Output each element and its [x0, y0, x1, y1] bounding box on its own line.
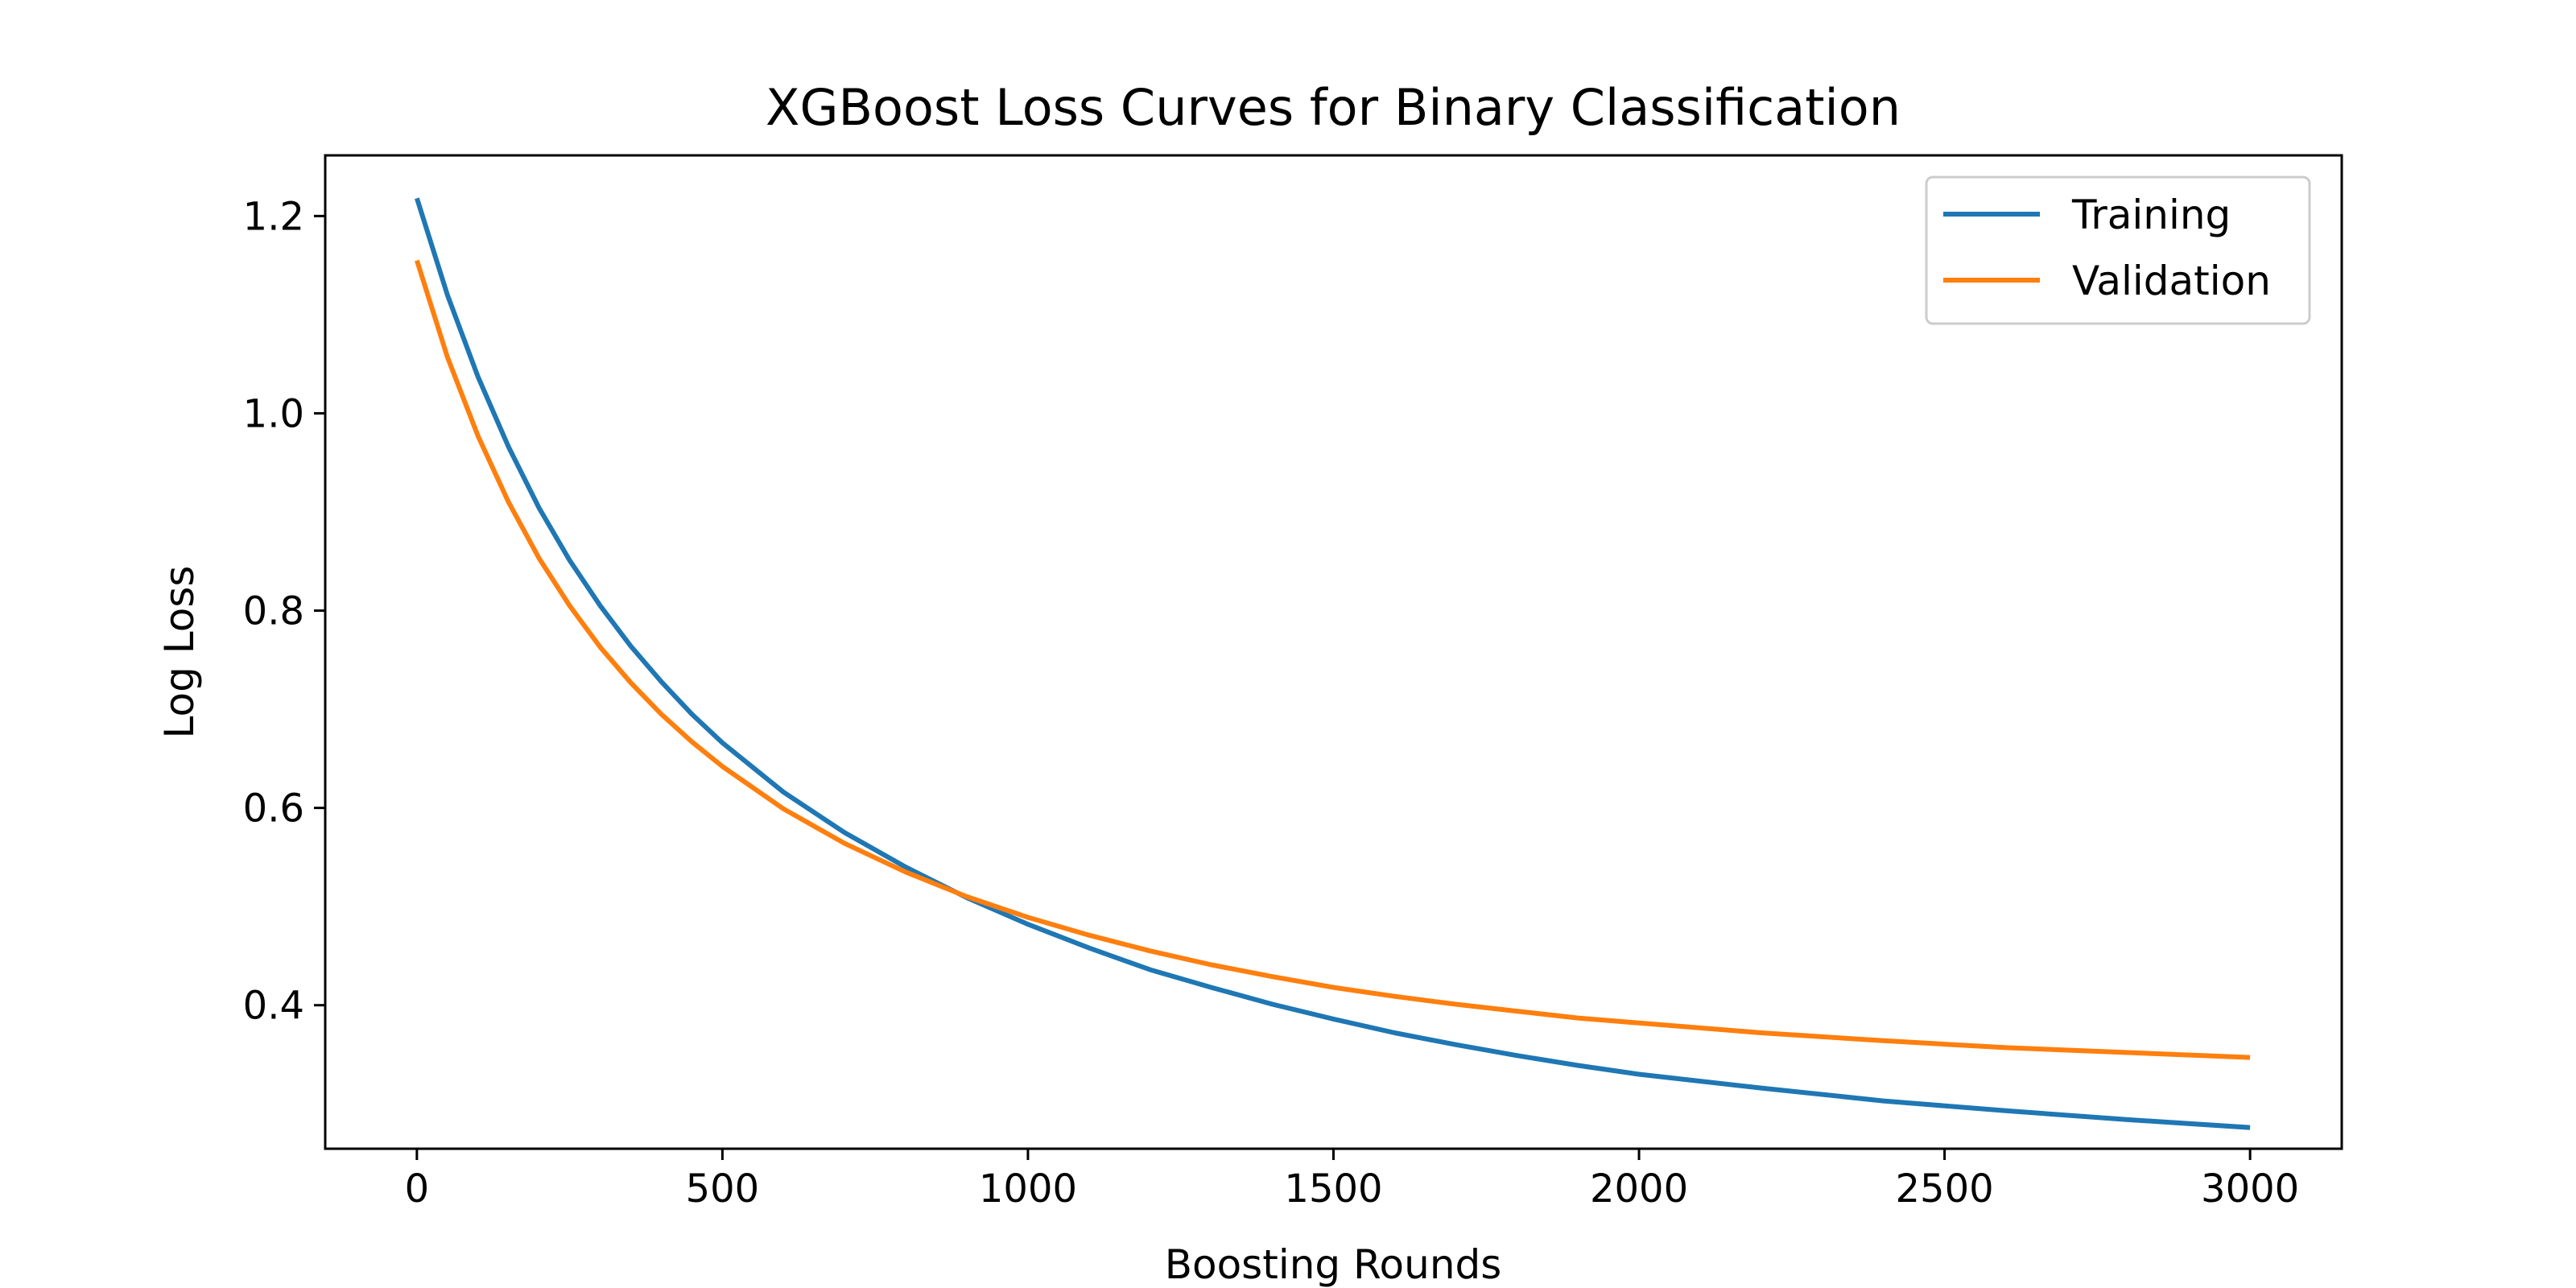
- x-tick-label: 2500: [1896, 1166, 1994, 1212]
- y-tick-label: 0.6: [243, 786, 304, 832]
- x-tick-label: 500: [686, 1166, 760, 1212]
- chart-title: XGBoost Loss Curves for Binary Classific…: [766, 78, 1901, 137]
- legend-label-training: Training: [2071, 192, 2231, 238]
- legend-label-validation: Validation: [2072, 258, 2271, 304]
- x-tick-label: 2000: [1590, 1166, 1688, 1212]
- y-axis: 0.4 0.6 0.8 1.0 1.2: [243, 194, 325, 1029]
- y-tick-label: 1.0: [243, 391, 304, 436]
- series-line-validation: [415, 259, 2251, 1060]
- x-axis-label: Boosting Rounds: [1165, 1241, 1502, 1288]
- x-tick-label: 3000: [2201, 1166, 2299, 1212]
- x-tick-label: 1000: [979, 1166, 1077, 1212]
- legend: Training Validation: [1925, 175, 2311, 325]
- y-tick-label: 0.8: [243, 589, 304, 634]
- x-tick-label: 1500: [1284, 1166, 1382, 1212]
- x-tick-label: 0: [405, 1166, 430, 1212]
- plot-area: [415, 197, 2251, 1130]
- x-axis: 0 500 1000 1500 2000 2500 3000: [405, 1149, 2299, 1212]
- y-tick-label: 0.4: [243, 984, 304, 1029]
- series-line-training: [415, 197, 2251, 1130]
- y-tick-label: 1.2: [243, 194, 304, 239]
- y-axis-label: Log Loss: [156, 566, 203, 739]
